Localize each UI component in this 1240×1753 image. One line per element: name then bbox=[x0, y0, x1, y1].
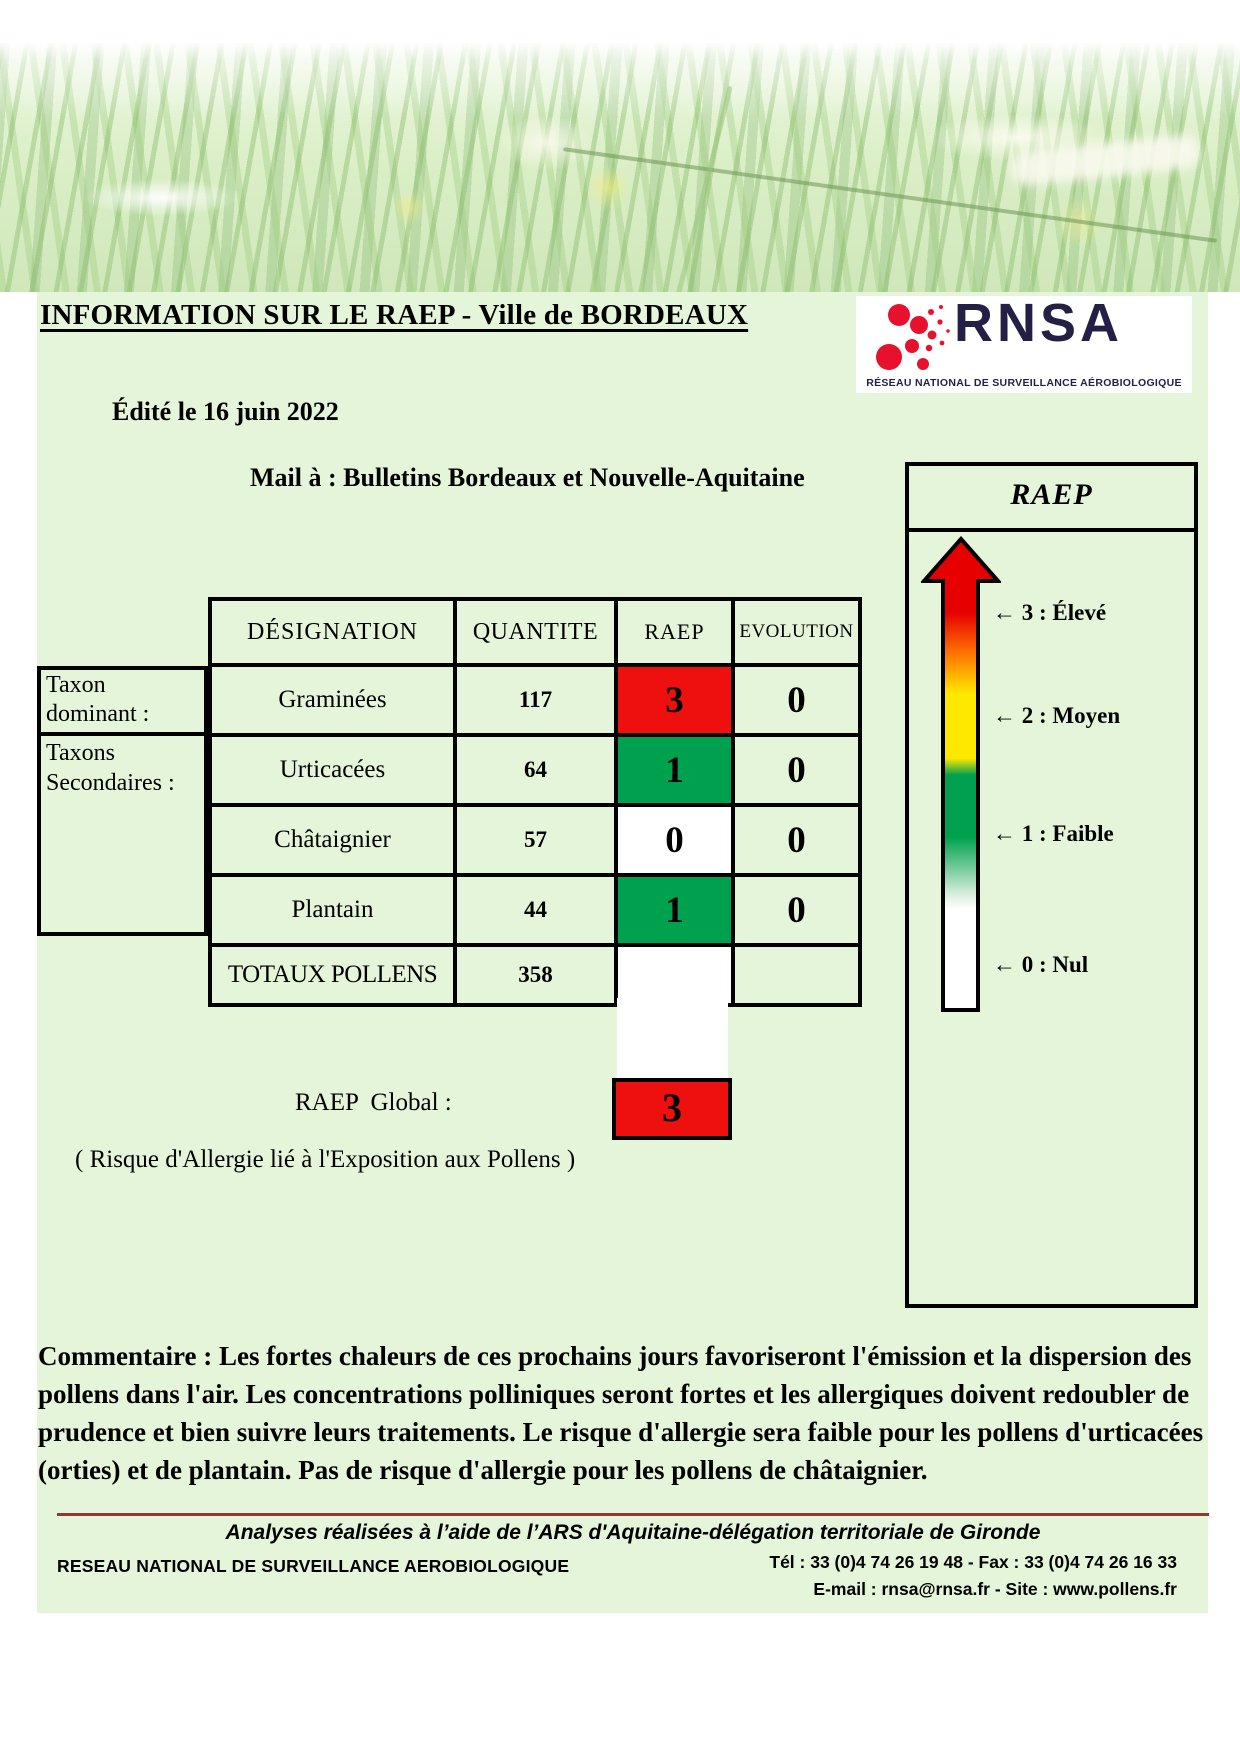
raep-global-value-box: 3 bbox=[612, 1078, 732, 1140]
rnsa-logo-dots-icon bbox=[876, 304, 950, 370]
cell-quantity: 64 bbox=[453, 733, 618, 807]
footer-tel-fax: Tél : 33 (0)4 74 26 19 48 - Fax : 33 (0)… bbox=[769, 1552, 1177, 1572]
taxon-group-box: Taxon dominant : Taxons Secondaires : bbox=[37, 666, 208, 936]
grass-photo-banner bbox=[0, 43, 1240, 311]
footer-contact-block: Tél : 33 (0)4 74 26 19 48 - Fax : 33 (0)… bbox=[600, 1549, 1177, 1603]
edition-date: Édité le 16 juin 2022 bbox=[112, 397, 339, 426]
cell-designation: Châtaignier bbox=[208, 803, 457, 877]
totals-label: TOTAUX POLLENS bbox=[208, 943, 457, 1007]
cell-quantity: 57 bbox=[453, 803, 618, 877]
page-title: INFORMATION SUR LE RAEP - Ville de BORDE… bbox=[40, 299, 749, 331]
scale-level-2-label: ← 2 : Moyen bbox=[993, 703, 1121, 728]
scale-level-1-label: ← 1 : Faible bbox=[993, 821, 1114, 846]
cell-raep: 1 bbox=[614, 733, 735, 807]
cell-evolution: 0 bbox=[731, 663, 862, 737]
scale-level-3-label: ← 3 : Élevé bbox=[993, 600, 1107, 625]
rnsa-logo-acronym: RNSA bbox=[954, 293, 1124, 353]
footer-rule bbox=[57, 1513, 1209, 1516]
taxon-dominant-label: Taxon dominant : bbox=[41, 670, 204, 736]
cell-designation: Plantain bbox=[208, 873, 457, 947]
col-header-evolution: EVOLUTION bbox=[731, 597, 862, 667]
raep-column-strip bbox=[617, 998, 728, 1080]
totals-raep-cell bbox=[614, 943, 735, 1007]
cell-raep: 0 bbox=[614, 803, 735, 877]
raep-definition-note: ( Risque d'Allergie lié à l'Exposition a… bbox=[75, 1146, 576, 1173]
raep-scale-panel: RAEP ← 3 : Élevé ← 2 : Moyen bbox=[905, 462, 1198, 1308]
table-row: Urticacées 64 1 0 bbox=[208, 733, 862, 807]
grass-stem bbox=[672, 85, 733, 311]
cell-quantity: 44 bbox=[453, 873, 618, 947]
pollen-table: DÉSIGNATION QUANTITE RAEP EVOLUTION Gram… bbox=[208, 597, 862, 1007]
col-header-designation: DÉSIGNATION bbox=[208, 597, 457, 667]
raep-global-label: RAEP Global : bbox=[295, 1089, 452, 1116]
cell-quantity: 117 bbox=[453, 663, 618, 737]
rnsa-logo: RNSA RÉSEAU NATIONAL DE SURVEILLANCE AÉR… bbox=[856, 293, 1192, 393]
cell-evolution: 0 bbox=[731, 733, 862, 807]
cell-designation: Graminées bbox=[208, 663, 457, 737]
col-header-quantite: QUANTITE bbox=[453, 597, 618, 667]
table-row: Plantain 44 1 0 bbox=[208, 873, 862, 947]
footer-email-site: E-mail : rnsa@rnsa.fr - Site : www.polle… bbox=[813, 1579, 1177, 1599]
table-header-row: DÉSIGNATION QUANTITE RAEP EVOLUTION bbox=[208, 597, 862, 667]
rnsa-logo-tagline: RÉSEAU NATIONAL DE SURVEILLANCE AÉROBIOL… bbox=[866, 377, 1182, 389]
taxons-secondaires-label: Taxons Secondaires : bbox=[46, 740, 175, 796]
cell-evolution: 0 bbox=[731, 873, 862, 947]
cell-raep: 1 bbox=[614, 873, 735, 947]
footer-analyses-credit: Analyses réalisées à l’aide de l’ARS d'A… bbox=[225, 1521, 1041, 1544]
footer-organization-name: RESEAU NATIONAL DE SURVEILLANCE AEROBIOL… bbox=[57, 1556, 570, 1576]
cell-raep: 3 bbox=[614, 663, 735, 737]
grass-seedhead bbox=[1008, 133, 1202, 187]
mail-to-line: Mail à : Bulletins Bordeaux et Nouvelle-… bbox=[250, 463, 805, 492]
cell-designation: Urticacées bbox=[208, 733, 457, 807]
totals-quantity: 358 bbox=[453, 943, 618, 1007]
scale-level-0-label: ← 0 : Nul bbox=[993, 952, 1089, 977]
commentary-text: Commentaire : Les fortes chaleurs de ces… bbox=[38, 1341, 1204, 1485]
totals-evolution-cell bbox=[731, 943, 862, 1007]
raep-scale-header: RAEP bbox=[909, 466, 1194, 532]
raep-scale-arrow-icon bbox=[921, 536, 1001, 1012]
table-row: Châtaignier 57 0 0 bbox=[208, 803, 862, 877]
cell-evolution: 0 bbox=[731, 803, 862, 877]
raep-scale-title: RAEP bbox=[1010, 478, 1093, 511]
totals-row: TOTAUX POLLENS 358 bbox=[208, 943, 862, 1007]
col-header-raep: RAEP bbox=[614, 597, 735, 667]
table-row: Graminées 117 3 0 bbox=[208, 663, 862, 737]
